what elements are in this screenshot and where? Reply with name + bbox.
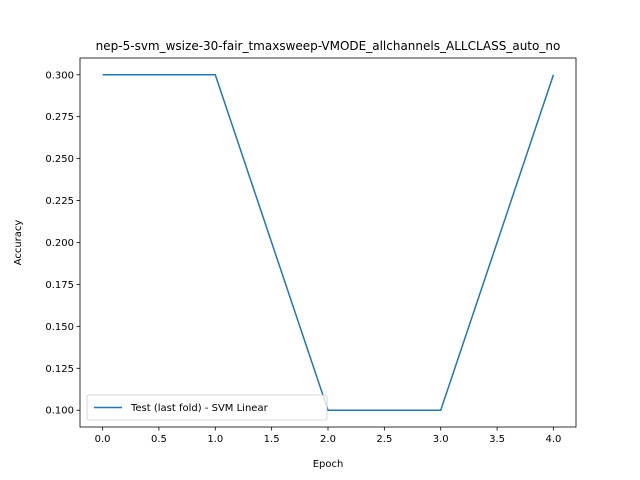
y-tick-label: 0.275 xyxy=(45,112,74,123)
x-tick-label: 3.0 xyxy=(433,434,449,445)
x-tick-label: 1.0 xyxy=(207,434,223,445)
x-tick-label: 0.0 xyxy=(95,434,111,445)
y-tick-label: 0.150 xyxy=(45,322,74,333)
y-axis: 0.100 0.125 0.150 0.175 0.200 0.225 0.250 0.275… xyxy=(45,70,80,417)
y-axis-label: Accuracy xyxy=(13,220,24,266)
y-tick-label: 0.250 xyxy=(45,154,74,165)
x-tick-label: 3.5 xyxy=(489,434,505,445)
x-axis-label: Epoch xyxy=(313,459,344,470)
plot-frame xyxy=(79,57,577,428)
x-tick-label: 1.5 xyxy=(264,434,280,445)
y-tick-label: 0.300 xyxy=(45,70,74,81)
x-axis: 0.0 0.5 1.0 1.5 2.0 2.5 3.0 3.5 4.0 xyxy=(95,427,562,445)
y-tick-label: 0.200 xyxy=(45,238,74,249)
plot-area xyxy=(79,57,577,428)
x-tick-label: 0.5 xyxy=(151,434,167,445)
legend-box xyxy=(86,394,328,421)
x-tick-label: 4.0 xyxy=(546,434,562,445)
y-tick-label: 0.225 xyxy=(45,196,74,207)
legend: Test (last fold) - SVM Linear xyxy=(86,394,328,421)
x-tick-label: 2.0 xyxy=(320,434,336,445)
series-line xyxy=(102,74,555,411)
y-tick-label: 0.175 xyxy=(45,280,74,291)
x-tick-label: 2.5 xyxy=(376,434,392,445)
y-tick-label: 0.125 xyxy=(45,364,74,375)
legend-label: Test (last fold) - SVM Linear xyxy=(130,403,269,414)
y-tick-label: 0.100 xyxy=(45,406,74,417)
series-layer xyxy=(102,74,555,411)
chart-title: nep-5-svm_wsize-30-fair_tmaxsweep-VMODE_… xyxy=(96,39,561,53)
